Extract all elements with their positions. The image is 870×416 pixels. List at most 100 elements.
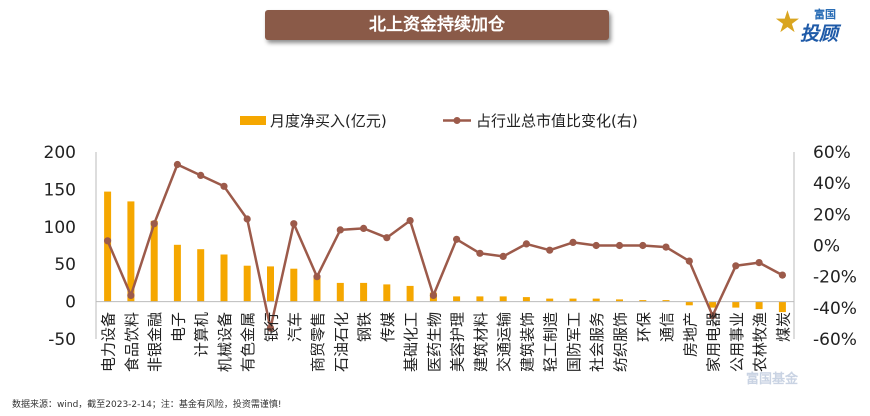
y-left-tick-label: 150 [44, 180, 76, 200]
x-tick-label: 交通运输 [495, 312, 513, 372]
x-tick-label: 通信 [658, 312, 676, 342]
y-right-tick-label: -40% [813, 299, 857, 319]
bar [290, 268, 298, 302]
bar [150, 220, 158, 302]
bar [313, 276, 321, 302]
line-point [127, 291, 135, 299]
line-point [104, 237, 112, 245]
x-tick-label: 建筑材料 [472, 312, 490, 372]
legend-bar-label: 月度净买入(亿元) [270, 112, 387, 130]
legend-bar-swatch [240, 116, 266, 125]
y-right-tick-label: 60% [813, 143, 851, 163]
x-tick-label: 建筑装饰 [518, 312, 536, 372]
bar [220, 254, 228, 302]
line-point [290, 220, 298, 228]
line-point [755, 259, 763, 267]
x-tick-label: 家用电器 [705, 312, 723, 372]
brand-logo: ★ 富国 投顾 [770, 4, 862, 46]
bar [709, 301, 717, 308]
y-left-tick-label: -50 [48, 330, 76, 350]
bar [499, 296, 507, 302]
line-point [453, 235, 461, 243]
bar [406, 285, 414, 302]
line-point [615, 241, 624, 250]
x-tick-label: 医药生物 [425, 312, 443, 372]
chart-title: 北上资金持续加仓 [265, 10, 609, 40]
line-point [709, 312, 717, 320]
x-tick-label: 公用事业 [728, 312, 746, 372]
bar [639, 300, 647, 302]
bar [267, 266, 274, 302]
bar [243, 265, 251, 302]
x-tick-label: 轻工制造 [542, 312, 560, 372]
bar [662, 300, 670, 302]
bar [755, 301, 763, 310]
line-point [150, 220, 158, 228]
y-right-tick-label: 40% [813, 174, 851, 194]
line-point [476, 249, 484, 257]
line-point [197, 171, 205, 179]
source-note: 数据来源：wind，截至2023-2-14；注：基金有风险，投资需谨慎! [12, 400, 282, 410]
line-point [522, 240, 531, 248]
x-tick-label: 汽车 [286, 312, 304, 342]
line-point [592, 241, 600, 250]
bar [127, 201, 135, 302]
line-point [406, 217, 414, 225]
x-tick-label: 传媒 [379, 312, 397, 342]
brand-product: 投顾 [800, 23, 839, 45]
x-tick-label: 农林牧渔 [751, 312, 769, 372]
bar [778, 301, 786, 313]
bar [173, 244, 181, 302]
watermark: 富国基金 [746, 372, 799, 387]
bar [616, 299, 623, 302]
bar [522, 297, 530, 302]
line-point [173, 160, 181, 169]
x-tick-label: 钢铁 [356, 312, 374, 342]
bar [383, 284, 391, 302]
line-point [429, 291, 437, 299]
star-icon: ★ [774, 5, 801, 40]
y-left-tick-label: 200 [44, 143, 76, 163]
x-tick-label: 纺织服饰 [612, 312, 630, 372]
y-left-tick-label: 0 [65, 293, 76, 313]
y-right-tick-label: -60% [813, 330, 857, 350]
legend-line-marker [453, 117, 461, 124]
line-point [546, 246, 554, 254]
x-tick-label: 美容护理 [449, 312, 467, 372]
brand-name: 富国 [814, 8, 836, 21]
line-point [732, 262, 740, 270]
legend-line-label: 占行业总市值比变化(右) [476, 112, 638, 130]
y-left-tick-label: 100 [44, 218, 76, 238]
line-point [266, 324, 275, 332]
bar [592, 298, 600, 302]
bar [360, 282, 368, 302]
line-point [220, 182, 228, 190]
x-tick-label: 石油石化 [332, 312, 350, 372]
line-point [499, 252, 507, 260]
x-tick-label: 商贸零售 [309, 312, 327, 372]
line-point [243, 215, 251, 223]
x-tick-label: 计算机 [193, 312, 211, 357]
x-tick-label: 电子 [169, 312, 187, 342]
bar [104, 191, 112, 302]
x-tick-label: 基础化工 [402, 312, 420, 372]
x-tick-label: 煤炭 [774, 312, 792, 342]
line-point [685, 257, 693, 265]
x-tick-label: 房地产 [681, 312, 699, 357]
bar [546, 298, 554, 302]
line-point [360, 224, 368, 232]
y-right-tick-label: 20% [813, 205, 851, 225]
line-point [569, 238, 577, 246]
bar [476, 296, 484, 302]
x-tick-label: 食品饮料 [123, 312, 141, 372]
bar [569, 298, 577, 302]
y-right-tick-label: -20% [813, 268, 857, 288]
y-left-tick-label: 50 [54, 255, 76, 275]
x-tick-label: 银行 [263, 312, 281, 342]
line-point [639, 241, 647, 250]
bar [732, 301, 740, 308]
line-point [778, 271, 787, 279]
bar [685, 301, 693, 306]
x-tick-label: 社会服务 [588, 312, 606, 372]
